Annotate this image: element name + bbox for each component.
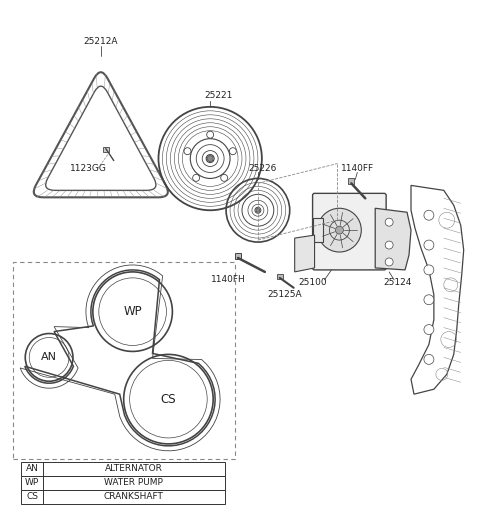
Text: 1140FH: 1140FH [211, 275, 245, 284]
Circle shape [207, 131, 214, 138]
Circle shape [184, 148, 191, 154]
Circle shape [424, 210, 434, 220]
Circle shape [336, 226, 343, 234]
Bar [21, 475, 225, 490]
Polygon shape [277, 274, 283, 279]
Text: 1123GG: 1123GG [71, 164, 108, 173]
Polygon shape [103, 147, 109, 151]
Polygon shape [312, 218, 323, 242]
Text: ALTERNATOR: ALTERNATOR [105, 464, 163, 473]
Circle shape [192, 174, 200, 181]
Circle shape [424, 355, 434, 364]
Text: AN: AN [26, 464, 39, 473]
Circle shape [256, 208, 260, 212]
Polygon shape [348, 178, 354, 184]
Circle shape [385, 218, 393, 226]
Text: 25100: 25100 [298, 278, 327, 288]
Text: CRANKSHAFT: CRANKSHAFT [104, 492, 164, 501]
Text: 25124: 25124 [383, 278, 411, 288]
Text: 1140FF: 1140FF [341, 164, 374, 173]
Text: 25221: 25221 [204, 91, 232, 101]
Polygon shape [375, 208, 411, 270]
Circle shape [424, 325, 434, 335]
Circle shape [385, 241, 393, 249]
Text: CS: CS [26, 492, 38, 501]
Circle shape [424, 240, 434, 250]
Bar [21, 490, 225, 503]
Text: 25226: 25226 [249, 164, 277, 173]
Circle shape [424, 265, 434, 275]
Circle shape [221, 174, 228, 181]
Polygon shape [295, 235, 314, 272]
Text: CS: CS [161, 393, 176, 406]
Circle shape [424, 295, 434, 305]
Text: 25125A: 25125A [267, 290, 302, 299]
Polygon shape [235, 253, 241, 259]
Text: 25212A: 25212A [84, 37, 118, 46]
Circle shape [318, 208, 361, 252]
Text: WP: WP [123, 305, 142, 318]
Text: WP: WP [25, 478, 39, 487]
Text: WATER PUMP: WATER PUMP [104, 478, 163, 487]
Circle shape [229, 148, 236, 154]
Text: AN: AN [41, 353, 57, 362]
FancyBboxPatch shape [312, 194, 386, 270]
Circle shape [385, 258, 393, 266]
Circle shape [207, 155, 213, 162]
Bar [21, 462, 225, 475]
